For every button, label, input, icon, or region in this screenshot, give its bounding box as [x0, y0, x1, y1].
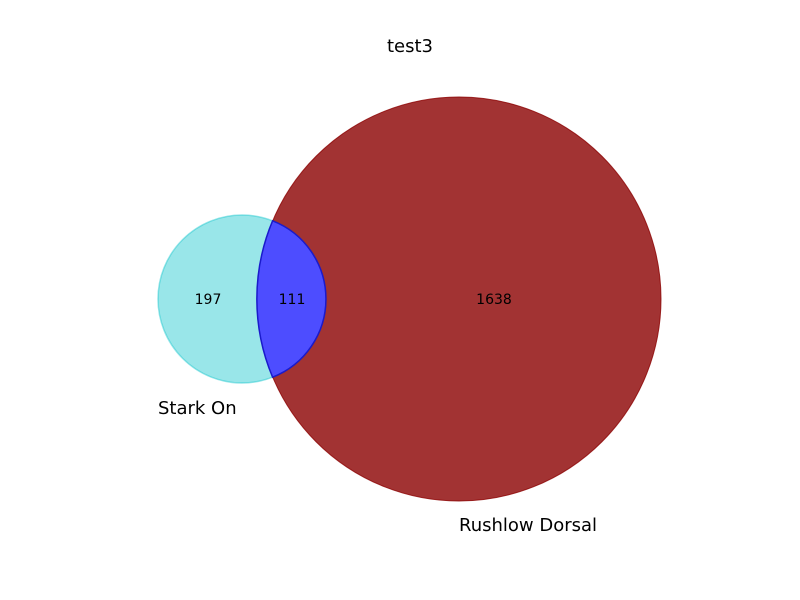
diagram-title: test3 — [387, 36, 433, 57]
region-count-only-a: 197 — [195, 292, 222, 308]
intersection-outline — [256, 219, 327, 379]
set-a-label: Stark On — [158, 398, 237, 419]
region-count-only-b: 1638 — [476, 292, 512, 308]
region-count-intersection: 111 — [279, 292, 306, 308]
set-b-label: Rushlow Dorsal — [459, 515, 597, 536]
